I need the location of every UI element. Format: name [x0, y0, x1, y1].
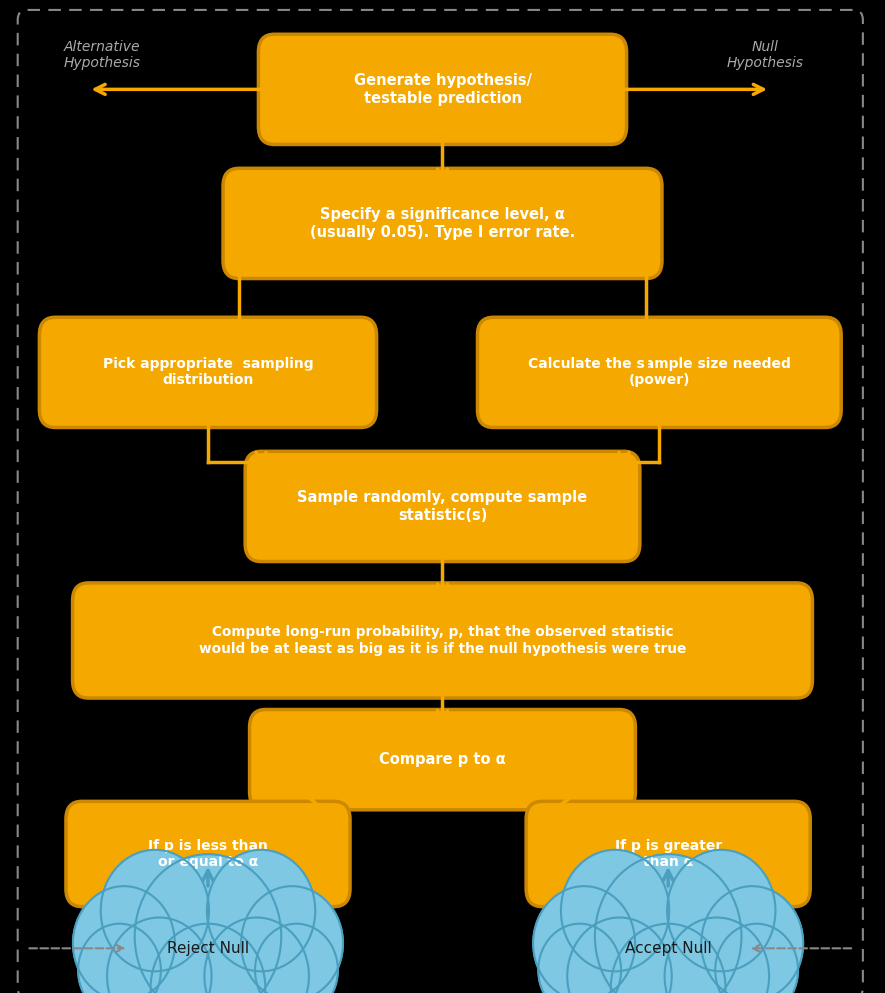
Circle shape: [701, 886, 804, 993]
Circle shape: [665, 918, 769, 993]
Circle shape: [101, 850, 209, 971]
Circle shape: [78, 923, 161, 993]
FancyBboxPatch shape: [223, 168, 662, 278]
Circle shape: [135, 854, 281, 993]
FancyBboxPatch shape: [40, 318, 376, 427]
Circle shape: [561, 850, 669, 971]
FancyBboxPatch shape: [73, 583, 812, 698]
Circle shape: [567, 918, 672, 993]
Text: Sample randomly, compute sample
statistic(s): Sample randomly, compute sample statisti…: [297, 491, 588, 522]
FancyBboxPatch shape: [478, 318, 841, 427]
FancyBboxPatch shape: [258, 34, 627, 144]
Text: If p is greater
than α: If p is greater than α: [614, 839, 722, 869]
Text: Compare p to α: Compare p to α: [379, 752, 506, 768]
Circle shape: [241, 886, 343, 993]
Text: Generate hypothesis/
testable prediction: Generate hypothesis/ testable prediction: [353, 73, 532, 105]
Text: Accept Null: Accept Null: [625, 940, 712, 956]
Circle shape: [538, 923, 621, 993]
Text: Calculate the sample size needed
(power): Calculate the sample size needed (power): [527, 357, 791, 387]
Circle shape: [73, 886, 175, 993]
Circle shape: [107, 918, 212, 993]
Circle shape: [150, 923, 266, 993]
FancyBboxPatch shape: [245, 451, 640, 562]
Text: Alternative
Hypothesis: Alternative Hypothesis: [63, 40, 141, 70]
Circle shape: [255, 923, 338, 993]
Text: Compute long-run probability, p, that the observed statistic
would be at least a: Compute long-run probability, p, that th…: [199, 626, 686, 655]
Circle shape: [207, 850, 315, 971]
Circle shape: [204, 918, 309, 993]
Text: Null
Hypothesis: Null Hypothesis: [727, 40, 804, 70]
Circle shape: [667, 850, 775, 971]
FancyBboxPatch shape: [526, 801, 811, 907]
Text: Reject Null: Reject Null: [167, 940, 249, 956]
Text: Specify a significance level, α
(usually 0.05). Type I error rate.: Specify a significance level, α (usually…: [310, 208, 575, 239]
FancyBboxPatch shape: [65, 801, 350, 907]
Circle shape: [715, 923, 798, 993]
Circle shape: [533, 886, 635, 993]
Text: Pick appropriate  sampling
distribution: Pick appropriate sampling distribution: [103, 357, 313, 387]
Circle shape: [595, 854, 742, 993]
Text: If p is less than
or equal to α: If p is less than or equal to α: [148, 839, 268, 869]
Circle shape: [611, 923, 726, 993]
FancyBboxPatch shape: [250, 709, 635, 810]
